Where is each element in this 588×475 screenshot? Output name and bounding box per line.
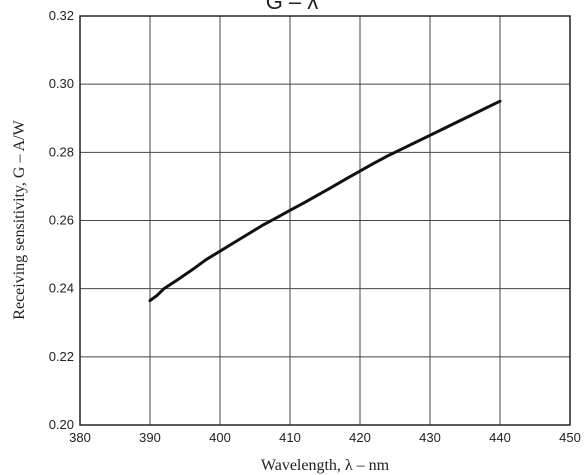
x-tick-label: 440 [489,430,511,445]
y-tick-label: 0.24 [49,281,74,296]
chart-title: G – λ [266,0,319,14]
x-tick-label: 390 [139,430,161,445]
y-tick-label: 0.26 [49,213,74,228]
plot-frame [79,15,571,426]
y-tick-label: 0.22 [49,349,74,364]
x-axis-label: Wavelength, λ – nm [261,457,390,474]
x-tick-label: 450 [559,430,581,445]
y-tick-label: 0.20 [49,417,74,432]
series-line [148,99,502,303]
y-tick-label: 0.30 [49,76,74,91]
y-tick-label: 0.32 [49,8,74,23]
x-tick-label: 410 [279,430,301,445]
x-tick-label: 420 [349,430,371,445]
grid [79,15,571,426]
x-tick-label: 380 [69,430,91,445]
tick-labels: 380 390 400 410 420 430 440 450 0.20 0.22 0.24 0.26… [49,8,581,445]
x-tick-label: 430 [419,430,441,445]
y-tick-label: 0.28 [49,144,74,159]
y-axis-label: Receiving sensitivity, G – A/W [11,119,28,319]
x-tick-label: 400 [209,430,231,445]
